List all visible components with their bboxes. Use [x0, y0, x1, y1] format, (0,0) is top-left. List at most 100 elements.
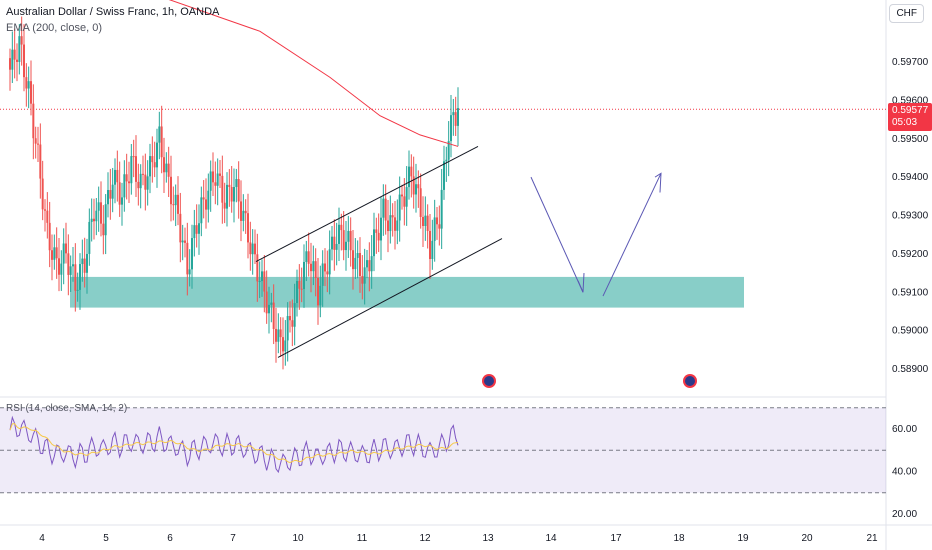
- candle-body: [216, 173, 219, 186]
- axes: 0.59700 0.59600 0.59500 0.59400 0.59300 0.592…: [39, 57, 928, 544]
- candle-body: [16, 59, 18, 62]
- candle-body: [317, 278, 319, 306]
- time-axis-label: 19: [737, 533, 749, 544]
- candle-body: [326, 271, 329, 275]
- candle-body: [207, 190, 210, 210]
- candle-body: [457, 108, 459, 126]
- price-axis-label: 0.59600: [892, 95, 929, 106]
- candle-body: [321, 263, 324, 286]
- candle-body: [41, 178, 44, 210]
- candle-body: [158, 126, 161, 143]
- candle-body: [398, 194, 401, 221]
- price-axis-label: 0.59400: [892, 172, 929, 183]
- candle-body: [312, 261, 315, 272]
- candle-body: [209, 171, 212, 191]
- last-price-value: 0.59577: [892, 105, 929, 116]
- candle-body: [258, 281, 261, 283]
- candle-body: [328, 249, 331, 275]
- candle-body: [333, 236, 336, 250]
- candle-body: [235, 179, 238, 187]
- candle-body: [153, 162, 156, 168]
- candle-body: [181, 240, 184, 243]
- candle-body: [205, 199, 207, 210]
- candle-body: [394, 217, 396, 231]
- rsi-pane: [0, 407, 886, 494]
- candle-body: [30, 81, 32, 104]
- candle-body: [284, 340, 287, 352]
- candle-body: [230, 186, 233, 202]
- candle-body: [293, 303, 296, 327]
- candle-body: [403, 196, 406, 207]
- candle-body: [447, 141, 450, 160]
- candle-body: [51, 250, 53, 260]
- candle-body: [226, 184, 228, 209]
- channel-upper: [255, 145, 479, 262]
- candle-body: [319, 285, 322, 306]
- candle-body: [405, 187, 408, 207]
- rsi-axis-label: 40.00: [892, 467, 917, 478]
- candle-body: [359, 253, 361, 277]
- candle-body: [55, 247, 58, 259]
- rsi-axis-label: 60.00: [892, 424, 917, 435]
- candle-body: [107, 190, 109, 205]
- candle-body: [419, 188, 422, 217]
- candle-body: [291, 320, 294, 327]
- candle-body: [345, 241, 347, 251]
- candle-body: [114, 169, 116, 185]
- candle-body: [62, 243, 65, 264]
- economic-event-icon-inner: [484, 376, 494, 386]
- candle-body: [200, 197, 203, 224]
- candle-body: [69, 266, 72, 275]
- candle-body: [27, 81, 30, 89]
- candle-body: [137, 181, 140, 189]
- candle-body: [139, 173, 142, 189]
- candle-body: [212, 171, 214, 183]
- candle-body: [331, 236, 333, 250]
- candle-body: [282, 337, 284, 352]
- candle-body: [452, 112, 455, 116]
- candle-body: [384, 198, 387, 221]
- candle-body: [191, 238, 193, 270]
- candle-body: [44, 209, 46, 211]
- candle-body: [132, 156, 135, 158]
- candle-body: [242, 210, 245, 221]
- ema-legend: EMA (200, close, 0): [6, 22, 102, 34]
- candle-body: [163, 157, 165, 173]
- candle-body: [445, 159, 448, 162]
- candle-body: [223, 202, 226, 209]
- candle-body: [97, 202, 100, 211]
- candle-body: [289, 316, 291, 321]
- candle-body: [415, 184, 417, 195]
- candle-body: [377, 232, 380, 241]
- candle-body: [170, 176, 172, 205]
- candle-body: [240, 201, 242, 221]
- candle-body: [373, 229, 375, 257]
- candle-body: [23, 44, 25, 78]
- candle-body: [76, 289, 79, 291]
- candle-body: [368, 260, 371, 272]
- time-axis-label: 20: [801, 533, 813, 544]
- time-axis-label: 10: [292, 533, 304, 544]
- time-axis-label: 11: [357, 533, 368, 544]
- candle-body: [436, 217, 438, 225]
- candle-body: [396, 220, 399, 231]
- candle-body: [32, 103, 35, 139]
- candle-body: [263, 271, 266, 292]
- candle-body: [111, 184, 114, 199]
- candle-body: [219, 173, 221, 176]
- candle-body: [303, 261, 305, 290]
- candle-body: [429, 230, 431, 260]
- projection-up-head: [654, 172, 662, 193]
- candle-body: [370, 256, 373, 272]
- time-axis-label: 17: [610, 533, 622, 544]
- candle-body: [193, 225, 196, 239]
- candle-body: [151, 156, 154, 163]
- currency-badge[interactable]: CHF: [889, 4, 924, 23]
- candle-body: [79, 264, 81, 290]
- candle-body: [265, 291, 268, 314]
- candle-body: [104, 204, 107, 236]
- candle-body: [198, 223, 200, 234]
- last-price-tag: 0.59577 05:03: [888, 103, 932, 131]
- candle-body: [417, 184, 420, 189]
